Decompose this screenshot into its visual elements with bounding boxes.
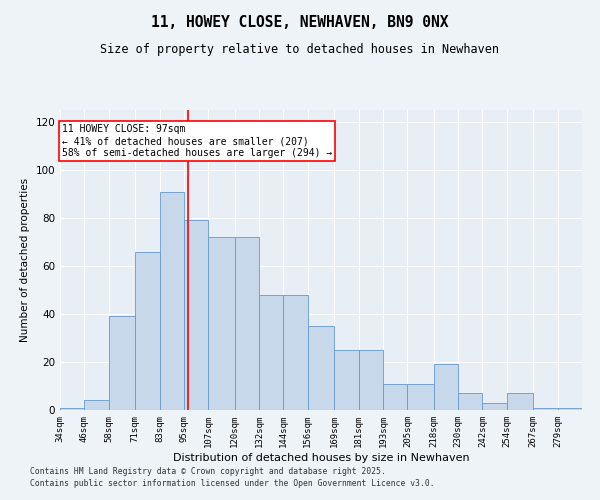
Bar: [458, 393, 482, 410]
Bar: [109, 316, 135, 410]
Bar: [208, 237, 235, 410]
Bar: [507, 393, 533, 410]
Text: Contains HM Land Registry data © Crown copyright and database right 2025.: Contains HM Land Registry data © Crown c…: [30, 467, 386, 476]
Bar: [482, 403, 507, 410]
Bar: [308, 326, 334, 410]
Text: Size of property relative to detached houses in Newhaven: Size of property relative to detached ho…: [101, 42, 499, 56]
Bar: [135, 252, 160, 410]
Bar: [407, 384, 434, 410]
Bar: [557, 408, 582, 410]
Text: 11 HOWEY CLOSE: 97sqm
← 41% of detached houses are smaller (207)
58% of semi-det: 11 HOWEY CLOSE: 97sqm ← 41% of detached …: [62, 124, 332, 158]
Bar: [160, 192, 184, 410]
Bar: [85, 400, 109, 410]
Bar: [60, 408, 85, 410]
Bar: [259, 295, 283, 410]
Bar: [434, 364, 458, 410]
Y-axis label: Number of detached properties: Number of detached properties: [20, 178, 30, 342]
Bar: [533, 408, 557, 410]
Bar: [235, 237, 259, 410]
Bar: [283, 295, 308, 410]
Text: 11, HOWEY CLOSE, NEWHAVEN, BN9 0NX: 11, HOWEY CLOSE, NEWHAVEN, BN9 0NX: [151, 15, 449, 30]
Bar: [334, 350, 359, 410]
Text: Contains public sector information licensed under the Open Government Licence v3: Contains public sector information licen…: [30, 478, 434, 488]
X-axis label: Distribution of detached houses by size in Newhaven: Distribution of detached houses by size …: [173, 452, 469, 462]
Bar: [359, 350, 383, 410]
Bar: [383, 384, 407, 410]
Bar: [184, 220, 208, 410]
